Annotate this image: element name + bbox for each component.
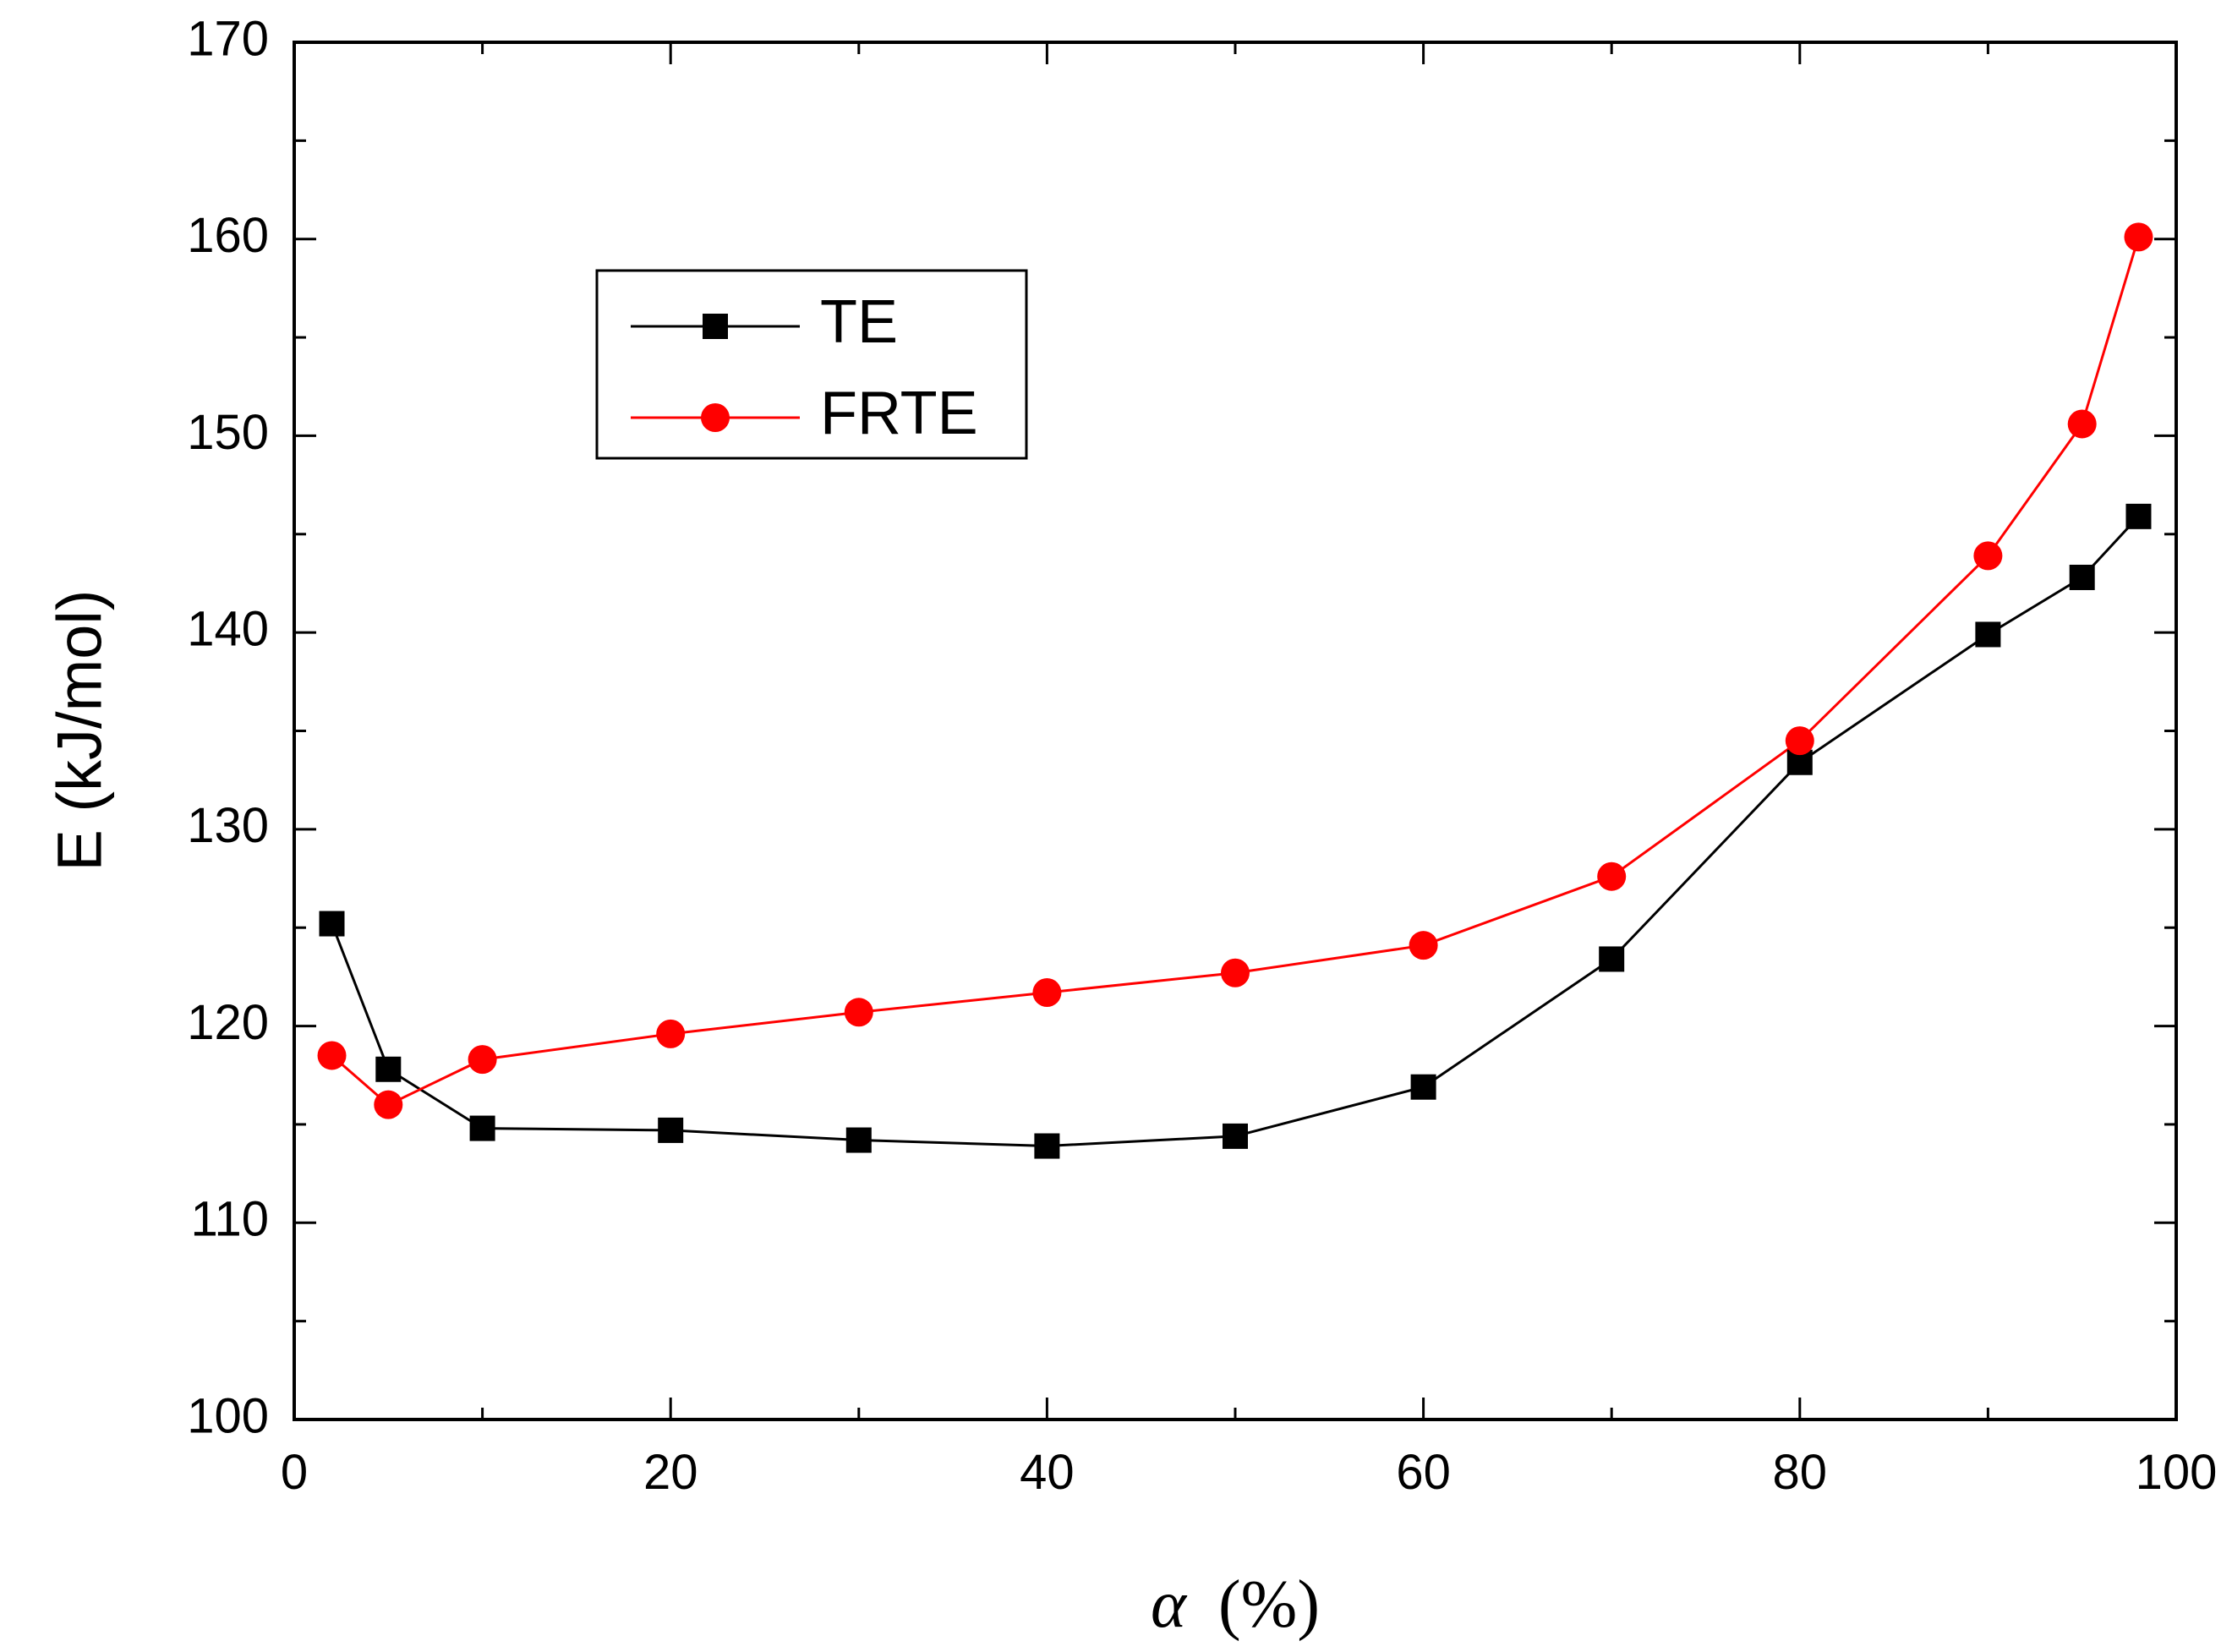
- x-tick-label: 0: [281, 1445, 308, 1500]
- data-point-te: [1975, 621, 2001, 648]
- data-point-te: [845, 1127, 872, 1153]
- data-point-frte: [468, 1045, 497, 1075]
- data-point-frte: [1597, 862, 1627, 891]
- legend-box: [595, 269, 1028, 460]
- data-point-te: [1223, 1123, 1248, 1149]
- y-tick-label: 120: [187, 995, 269, 1050]
- data-point-frte: [844, 998, 873, 1027]
- y-tick-label: 110: [191, 1192, 269, 1247]
- y-tick-label: 170: [187, 11, 269, 66]
- data-point-frte: [1973, 541, 2003, 571]
- y-tick-label: 140: [187, 601, 269, 656]
- data-point-te: [2125, 503, 2152, 529]
- x-tick-label: 40: [1020, 1445, 1075, 1500]
- data-point-frte: [374, 1090, 403, 1119]
- x-axis-title: α (%): [1151, 1567, 1320, 1642]
- legend-frte-label: FRTE: [820, 380, 978, 447]
- axis-ticks: 0 20 40 60 80 100 100 110 120 130 140 150 160 170: [187, 11, 2217, 1500]
- x-axis-symbol: α: [1151, 1567, 1188, 1642]
- data-point-frte: [656, 1019, 686, 1048]
- legend-frte-marker: [701, 403, 730, 432]
- data-point-frte: [1221, 958, 1250, 987]
- data-point-frte: [1409, 931, 1438, 960]
- legend-te-label: TE: [820, 288, 898, 356]
- y-tick-label: 150: [187, 405, 269, 460]
- data-point-te: [375, 1056, 402, 1082]
- data-point-te: [1410, 1074, 1436, 1100]
- data-point-frte: [1032, 978, 1062, 1008]
- data-point-frte: [2067, 409, 2097, 439]
- data-point-frte: [317, 1041, 347, 1070]
- legend-te-marker: [703, 314, 728, 339]
- x-tick-label: 60: [1396, 1445, 1451, 1500]
- y-axis-title: E (kJ/mol): [45, 590, 115, 872]
- data-point-te: [2069, 564, 2095, 590]
- data-point-frte: [1785, 726, 1814, 756]
- data-point-te: [319, 911, 345, 937]
- legend: TE FRTE: [595, 269, 1028, 460]
- x-tick-label: 100: [2136, 1445, 2218, 1500]
- y-tick-label: 160: [187, 208, 269, 263]
- data-point-te: [469, 1115, 495, 1141]
- data-point-frte: [2124, 222, 2153, 252]
- x-tick-label: 20: [643, 1445, 698, 1500]
- series-markers: [317, 222, 2153, 1159]
- x-axis-unit: (%): [1218, 1567, 1320, 1642]
- x-tick-label: 80: [1773, 1445, 1828, 1500]
- data-point-te: [1599, 946, 1625, 972]
- y-tick-label: 100: [187, 1388, 269, 1443]
- data-point-te: [1034, 1133, 1060, 1159]
- y-tick-label: 130: [187, 798, 269, 853]
- data-point-te: [658, 1117, 684, 1143]
